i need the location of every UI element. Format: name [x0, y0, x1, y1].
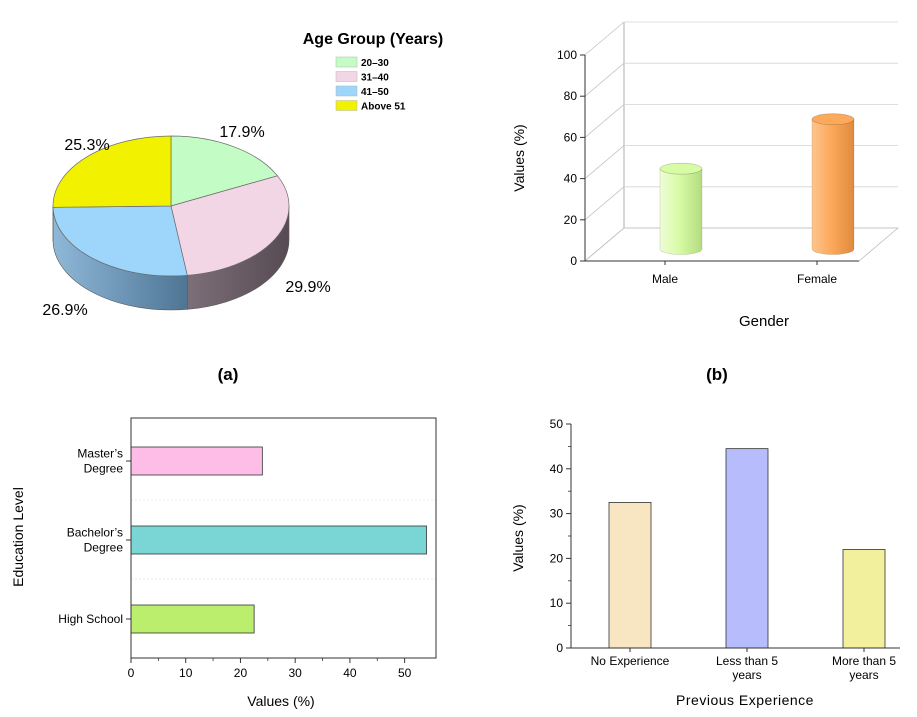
- y-tick-label: 40: [550, 462, 564, 476]
- pie-slice: [52, 205, 188, 277]
- pie-slice: [170, 135, 279, 207]
- legend-label: 20–30: [361, 58, 389, 69]
- experience-x-axis-title: Previous Experience: [676, 692, 814, 708]
- cylinder-top: [659, 162, 703, 175]
- pie-slice: [52, 135, 172, 208]
- experience-bars: [608, 448, 886, 649]
- x-tick-label: years: [732, 668, 761, 682]
- cylinder-bar: [811, 113, 855, 255]
- age-group-pie-chart: Age Group (Years) 20–30 31–40 41–50 Above 5…: [42, 31, 443, 384]
- y-tick-label: 80: [564, 89, 578, 103]
- legend-label: Above 51: [361, 102, 406, 113]
- bar: [608, 501, 652, 649]
- gender-bars: [659, 113, 855, 255]
- y-tick-label: 40: [564, 172, 578, 186]
- grid-diagonal: [584, 145, 625, 179]
- education-bars: [130, 446, 427, 634]
- y-tick-label: 20: [564, 213, 578, 227]
- gender-x-axis-title: Gender: [739, 313, 789, 330]
- bar: [130, 604, 255, 634]
- y-tick-label: 30: [550, 507, 564, 521]
- experience-axes: [566, 423, 900, 652]
- x-tick-label: 20: [234, 666, 248, 680]
- x-tick-label: More than 5: [832, 654, 896, 668]
- pie-value-labels: 17.9% 29.9% 26.9% 25.3%: [42, 124, 330, 319]
- experience-y-axis-title: Values (%): [510, 504, 526, 571]
- y-tick-label: Bachelor’s: [67, 526, 123, 540]
- x-tick-label: 0: [128, 666, 135, 680]
- bar: [725, 448, 769, 649]
- y-tick-label: 20: [550, 551, 564, 565]
- gender-bar-chart: 0 20 40 60 80 100 Male Female Gender Values (%)…: [511, 21, 900, 384]
- floor-edge: [584, 227, 900, 262]
- y-tick-label: 0: [570, 254, 577, 268]
- pie-value-label: 25.3%: [64, 137, 109, 154]
- panel-label-a: (a): [218, 365, 239, 384]
- bar: [842, 549, 886, 649]
- legend-swatch: [335, 71, 358, 82]
- grid-diagonal: [584, 186, 625, 221]
- pie-value-label: 29.9%: [285, 279, 330, 296]
- cylinder-body: [811, 118, 855, 255]
- pie-slices: [52, 135, 290, 277]
- legend-swatch: [335, 100, 358, 111]
- education-axes: [126, 417, 437, 663]
- x-tick-label: No Experience: [591, 654, 670, 668]
- y-tick-label: 10: [550, 596, 564, 610]
- education-gridlines: [131, 499, 436, 580]
- y-tick-label: Degree: [84, 462, 124, 476]
- cylinder-body: [659, 168, 703, 255]
- legend-swatch: [335, 56, 358, 68]
- pie-legend: 20–30 31–40 41–50 Above 51: [335, 56, 406, 113]
- x-tick-label: 40: [343, 666, 357, 680]
- grid-diagonal: [584, 21, 625, 56]
- x-tick-label: Male: [652, 272, 678, 286]
- y-tick-label: 60: [564, 130, 578, 144]
- y-tick-label: Master’s: [77, 447, 123, 461]
- grid-diagonal: [584, 62, 625, 97]
- x-tick-label: Female: [797, 272, 837, 286]
- panel-label-b: (b): [706, 365, 728, 384]
- gender-tick-labels: 0 20 40 60 80 100 Male Female: [557, 48, 837, 286]
- y-tick-label: 50: [550, 417, 564, 431]
- y-tick-label: Degree: [84, 541, 124, 555]
- x-tick-label: 50: [398, 666, 412, 680]
- pie-value-label: 17.9%: [219, 124, 264, 141]
- pie-value-label: 26.9%: [42, 302, 87, 319]
- x-tick-label: 30: [289, 666, 303, 680]
- legend-swatch: [335, 85, 358, 97]
- bar: [130, 446, 263, 476]
- gender-y-axis-title: Values (%): [511, 124, 527, 191]
- legend-label: 41–50: [361, 87, 389, 98]
- grid-diagonal: [584, 104, 625, 138]
- legend-label: 31–40: [361, 73, 389, 84]
- y-tick-label: 0: [556, 641, 563, 655]
- cylinder-top: [811, 113, 855, 126]
- plot-frame: [130, 417, 437, 659]
- education-x-axis-title: Values (%): [247, 693, 314, 709]
- x-tick-label: years: [849, 668, 878, 682]
- education-y-axis-title: Education Level: [10, 487, 26, 587]
- x-tick-label: 10: [179, 666, 193, 680]
- y-tick-label: 100: [557, 48, 577, 62]
- x-tick-label: Less than 5: [716, 654, 778, 668]
- bar: [130, 525, 427, 555]
- cylinder-bar: [659, 162, 703, 255]
- y-tick-label: High School: [58, 612, 123, 626]
- pie-slice: [170, 175, 290, 276]
- pie-title: Age Group (Years): [303, 31, 443, 48]
